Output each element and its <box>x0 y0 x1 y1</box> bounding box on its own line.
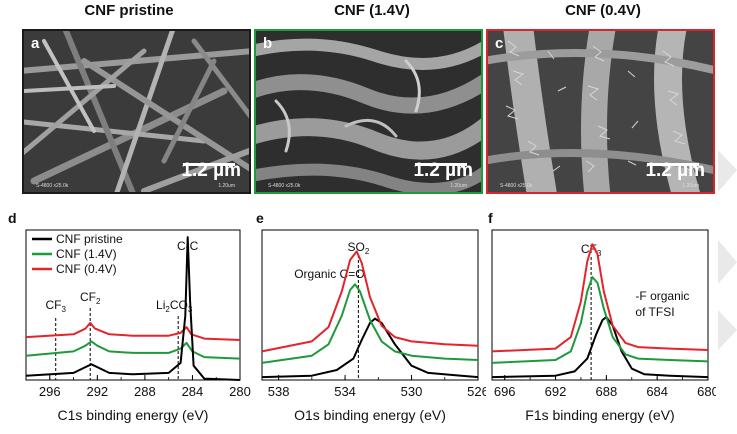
x-tick-label: 688 <box>596 384 618 399</box>
instrument-label: S-4800 x25.0k <box>268 183 301 189</box>
x-tick-label: 696 <box>494 384 516 399</box>
panel-letter-f: f <box>488 210 493 226</box>
scale-label: 1.2 µm <box>181 160 241 181</box>
peak-annotation: Li2CO3 <box>156 298 193 314</box>
xps-chart-o1s: 538 534 530 526 O1s binding energy (eV) SO2 Or… <box>261 229 486 423</box>
sem-image-1-4v: b 1.2 µm S-4800 x25.0k 1.20um <box>254 29 483 194</box>
title-cnf-1-4v: CNF (1.4V) <box>334 2 410 19</box>
decorative-arrows <box>718 150 737 350</box>
x-tick-label: 296 <box>39 384 61 399</box>
series-line <box>491 316 709 379</box>
x-tick-label: 692 <box>545 384 567 399</box>
scale-note: 1.20um <box>218 183 235 189</box>
plot-frame <box>261 229 479 381</box>
x-axis-label: O1s binding energy (eV) <box>294 407 446 423</box>
plot-frame <box>491 229 709 381</box>
x-tick-label: 526 <box>467 384 486 399</box>
peak-annotation: SO2 <box>347 240 369 256</box>
legend-label: CNF (0.4V) <box>56 262 117 276</box>
scale-label: 1.2 µm <box>645 160 705 181</box>
title-cnf-pristine: CNF pristine <box>84 2 174 19</box>
peak-annotation: CF2 <box>80 290 101 306</box>
series-line <box>491 276 709 364</box>
sem-image-0-4v: c 1.2 µm S-4800 x25.0k 1.20um <box>486 29 715 194</box>
scale-bar <box>415 163 467 166</box>
peak-annotation: Organic C=O <box>294 267 364 281</box>
x-tick-label: 538 <box>268 384 290 399</box>
x-tick-label: 534 <box>334 384 356 399</box>
panel-letter-c: c <box>495 35 504 52</box>
scale-note: 1.20um <box>450 183 467 189</box>
scale-bar <box>183 163 235 166</box>
series-line <box>491 243 709 353</box>
x-tick-label: 680 <box>697 384 716 399</box>
title-cnf-0-4v: CNF (0.4V) <box>565 2 641 19</box>
x-axis-label: F1s binding energy (eV) <box>525 407 674 423</box>
peak-annotation: of TFSI <box>635 305 674 319</box>
scale-note: 1.20um <box>682 183 699 189</box>
series-line <box>261 283 479 364</box>
peak-annotation: CF3 <box>45 298 66 314</box>
plot-frame <box>25 229 241 381</box>
panel-letter-d: d <box>8 210 17 226</box>
series-line <box>261 317 479 379</box>
sem-image-pristine: a 1.2 µm S-4800 x25.0k 1.20um <box>22 29 251 194</box>
legend-label: CNF pristine <box>56 232 123 246</box>
x-tick-label: 280 <box>229 384 251 399</box>
x-tick-label: 684 <box>646 384 668 399</box>
series-line <box>25 340 241 360</box>
x-axis-label: C1s binding energy (eV) <box>58 407 209 423</box>
x-tick-label: 292 <box>86 384 108 399</box>
instrument-label: S-4800 x25.0k <box>36 183 69 189</box>
x-tick-label: 288 <box>134 384 156 399</box>
panel-letter-e: e <box>256 210 264 226</box>
series-line <box>25 236 241 381</box>
panel-letter-b: b <box>263 35 273 52</box>
scale-label: 1.2 µm <box>413 160 473 181</box>
series-line <box>25 321 241 341</box>
x-tick-label: 284 <box>182 384 204 399</box>
sem-micrograph-pristine <box>24 31 249 192</box>
scale-bar <box>647 163 699 166</box>
series-line <box>261 250 479 353</box>
panel-letter-a: a <box>31 35 40 52</box>
x-tick-label: 530 <box>401 384 423 399</box>
instrument-label: S-4800 x25.0k <box>500 183 533 189</box>
peak-annotation: -F organic <box>635 289 689 303</box>
legend-label: CNF (1.4V) <box>56 247 117 261</box>
